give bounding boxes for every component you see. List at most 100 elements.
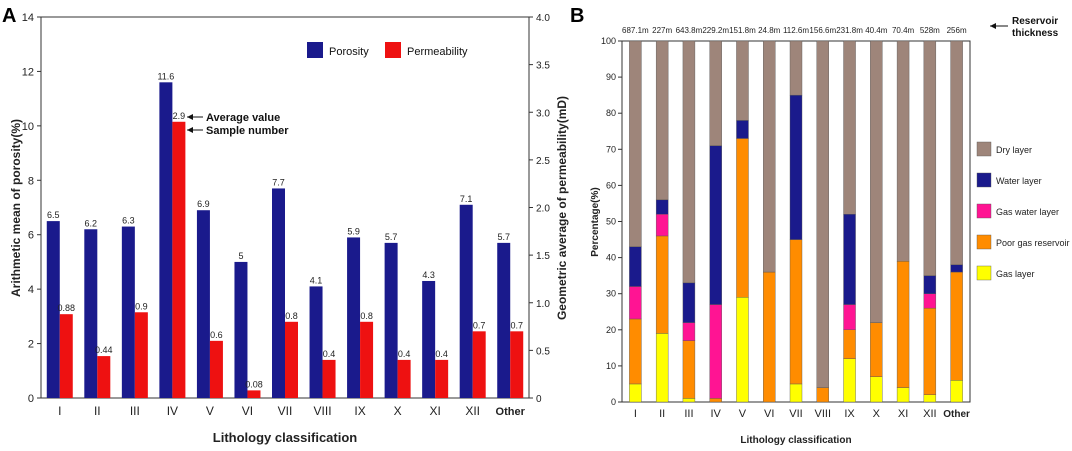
stacked-segment-poor-gas-reservoir bbox=[629, 318, 642, 385]
category-label: IV bbox=[710, 408, 721, 420]
permeability-bar bbox=[360, 321, 374, 398]
panel-a-value-labels: 6.5 0.88 6.2 0.44 6.3 0.9 11.6 2.9 6.9 0.6 5 0.08 7.… bbox=[47, 71, 523, 389]
porosity-value-label: 6.9 bbox=[197, 199, 210, 209]
category-label: XII bbox=[923, 408, 936, 420]
y-tick-label: 30 bbox=[606, 289, 616, 299]
thickness-label: 231.8m bbox=[836, 26, 863, 35]
thickness-label: 151.8m bbox=[729, 26, 756, 35]
stacked-segment-poor-gas-reservoir bbox=[923, 307, 937, 395]
thickness-label: 24.8m bbox=[758, 26, 781, 35]
permeability-value-label: 0.9 bbox=[135, 301, 148, 311]
thickness-arrow-head bbox=[990, 23, 996, 29]
category-label: VII bbox=[278, 404, 293, 418]
stacked-segment-poor-gas-reservoir bbox=[843, 329, 856, 359]
permeability-bar bbox=[209, 340, 223, 398]
porosity-value-label: 11.6 bbox=[157, 71, 174, 81]
panel-b-y-axis-title: Percentage(%) bbox=[590, 187, 601, 256]
permeability-bar bbox=[97, 356, 111, 398]
legend-swatch bbox=[976, 172, 992, 188]
panel-a-right-ticks: 0 0.5 1.0 1.5 2.0 2.5 3.0 3.5 4.0 bbox=[529, 13, 550, 405]
thickness-label: 112.6m bbox=[783, 26, 809, 35]
stacked-segment-poor-gas-reservoir bbox=[763, 271, 776, 403]
legend-swatch bbox=[976, 265, 992, 281]
porosity-value-label: 6.5 bbox=[47, 210, 60, 220]
porosity-value-label: 5.7 bbox=[385, 232, 398, 242]
stacked-segment-gas-layer bbox=[896, 387, 910, 403]
category-label: I bbox=[634, 408, 637, 420]
panel-b-y-ticks: 0 10 20 30 40 50 60 70 80 90 100 bbox=[601, 36, 622, 407]
stacked-segment-poor-gas-reservoir bbox=[789, 239, 803, 385]
permeability-bar bbox=[285, 321, 298, 398]
stacked-segment-water-layer bbox=[923, 275, 937, 294]
panel-a-annotations: Average value Sample number bbox=[187, 112, 289, 137]
category-label: II bbox=[659, 408, 665, 420]
porosity-value-label: 6.3 bbox=[122, 216, 135, 226]
stacked-segment-dry-layer bbox=[950, 40, 963, 266]
stacked-segment-water-layer bbox=[629, 246, 642, 287]
porosity-bar bbox=[309, 286, 323, 398]
permeability-bar bbox=[59, 314, 73, 398]
left-tick-label: 4 bbox=[28, 284, 34, 296]
stacked-segment-gas-water-layer bbox=[923, 293, 937, 309]
category-label: IV bbox=[167, 404, 178, 418]
stacked-segment-gas-water-layer bbox=[682, 322, 696, 341]
category-label: XII bbox=[465, 404, 480, 418]
stacked-segment-water-layer bbox=[950, 264, 963, 273]
panel-b-x-axis-title: Lithology classification bbox=[740, 435, 851, 446]
panel-b-thickness-labels: 687.1m 227m 643.8m 229.2m 151.8m 24.8m 112.6m 1… bbox=[622, 26, 967, 35]
stacked-segment-poor-gas-reservoir bbox=[950, 271, 963, 381]
y-tick-label: 50 bbox=[606, 217, 616, 227]
stacked-segment-dry-layer bbox=[682, 40, 696, 284]
panel-a-category-labels: I II III IV V VI VII VIII IX X XI XII Other bbox=[58, 404, 526, 418]
permeability-value-label: 0.7 bbox=[473, 320, 486, 330]
legend-label: Dry layer bbox=[996, 145, 1032, 155]
permeability-bar bbox=[510, 331, 524, 398]
left-tick-label: 2 bbox=[28, 339, 34, 351]
stacked-segment-dry-layer bbox=[736, 40, 749, 121]
stacked-segment-gas-layer bbox=[682, 398, 696, 403]
y-tick-label: 80 bbox=[606, 108, 616, 118]
panel-b-legend: Dry layer Water layer Gas water layer Poor … bbox=[976, 141, 1070, 281]
permeability-value-label: 0.4 bbox=[435, 349, 448, 359]
category-label: Other bbox=[943, 409, 970, 420]
category-label: V bbox=[739, 408, 747, 420]
category-label: VIII bbox=[815, 408, 832, 420]
porosity-bar bbox=[422, 280, 436, 398]
thickness-label: 229.2m bbox=[702, 26, 729, 35]
right-tick-label: 3.5 bbox=[536, 61, 550, 72]
porosity-bar bbox=[121, 226, 135, 398]
permeability-value-label: 0.4 bbox=[323, 349, 336, 359]
thickness-label: 643.8m bbox=[676, 26, 703, 35]
stacked-segment-gas-layer bbox=[870, 376, 883, 403]
y-tick-label: 70 bbox=[606, 144, 616, 154]
category-label: VII bbox=[789, 408, 802, 420]
left-tick-label: 8 bbox=[28, 175, 34, 187]
porosity-value-label: 5.9 bbox=[347, 226, 360, 236]
left-tick-label: 14 bbox=[22, 12, 34, 24]
annotation-average-value: Average value bbox=[206, 112, 280, 124]
category-label: VI bbox=[764, 408, 774, 420]
left-tick-label: 12 bbox=[22, 66, 34, 78]
category-label: XI bbox=[898, 408, 908, 420]
stacked-segment-gas-water-layer bbox=[629, 286, 642, 320]
stacked-segment-water-layer bbox=[843, 214, 856, 305]
stacked-segment-poor-gas-reservoir bbox=[896, 261, 910, 388]
permeability-value-label: 0.88 bbox=[58, 303, 76, 313]
y-tick-label: 90 bbox=[606, 72, 616, 82]
legend-label: Poor gas reservoir bbox=[996, 238, 1070, 248]
panel-a-label: A bbox=[2, 5, 16, 27]
permeability-value-label: 2.9 bbox=[173, 111, 186, 121]
legend-label: Gas layer bbox=[996, 269, 1035, 279]
thickness-label: 227m bbox=[652, 26, 672, 35]
stacked-segment-gas-layer bbox=[843, 358, 856, 403]
permeability-bar bbox=[134, 312, 148, 398]
arrow-average-value-head bbox=[187, 114, 193, 120]
left-tick-label: 10 bbox=[22, 121, 34, 133]
stacked-segment-gas-layer bbox=[923, 394, 937, 403]
stacked-segment-poor-gas-reservoir bbox=[816, 387, 829, 403]
panel-b-category-labels: I II III IV V VI VII VIII IX X XI XII Other bbox=[634, 408, 970, 420]
panel-a-x-axis-title: Lithology classification bbox=[213, 430, 358, 445]
porosity-bar bbox=[272, 188, 285, 398]
